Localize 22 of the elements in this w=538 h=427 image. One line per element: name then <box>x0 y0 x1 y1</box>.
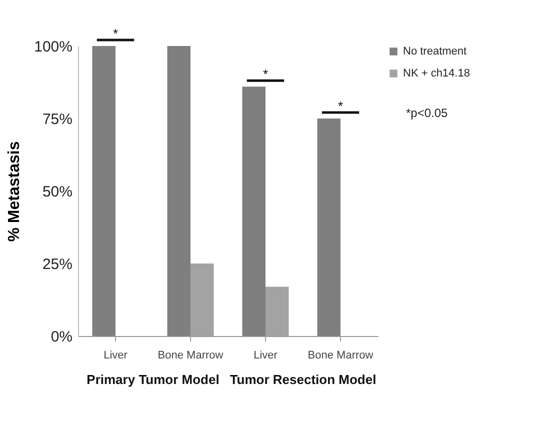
annotation: * <box>262 66 268 82</box>
text: Tumor Resection Model <box>230 372 376 387</box>
legend-label: NK + ch14.18 <box>403 68 470 80</box>
x-tick-label: Liver <box>104 350 128 362</box>
bar <box>242 86 266 336</box>
bar <box>317 118 340 336</box>
x-tick-label: Bone Marrow <box>158 350 224 362</box>
y-tick-label: 75% <box>42 111 72 128</box>
bar <box>92 46 116 336</box>
annotation: * <box>338 98 344 114</box>
text: * <box>112 26 118 41</box>
x-tick-label: Bone Marrow <box>308 350 374 362</box>
bar <box>167 46 190 336</box>
x-tick-label: Liver <box>254 350 278 362</box>
y-tick-label: 0% <box>50 328 72 346</box>
y-axis-title: % Metastasis <box>6 141 24 242</box>
y-tick-label: 100% <box>34 38 72 56</box>
text: *p<0.05 <box>406 106 448 120</box>
legend-label: No treatment <box>403 46 467 58</box>
y-tick-label: 25% <box>42 256 72 273</box>
y-tick-label: 50% <box>42 184 72 200</box>
text: Primary Tumor Model <box>86 372 220 387</box>
